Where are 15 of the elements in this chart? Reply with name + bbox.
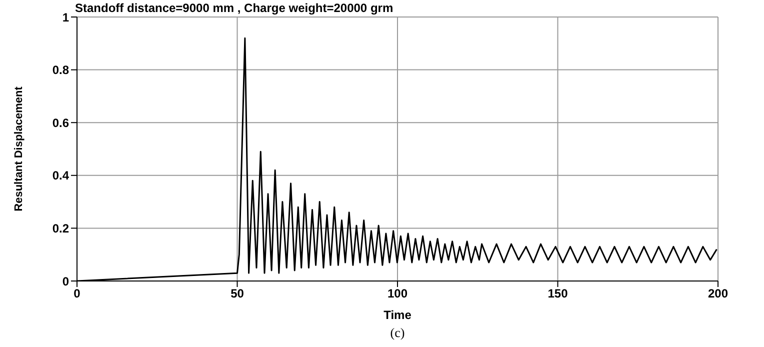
y-tick-label: 0.6 [52, 116, 70, 130]
x-tick-label: 150 [548, 286, 568, 301]
y-tick-label: 0.4 [52, 168, 70, 183]
y-tick-label: 0.8 [52, 63, 70, 78]
text: (c) [390, 325, 405, 340]
y-axis-title: Resultant Displacement [12, 86, 25, 212]
x-tick-label: 0 [74, 286, 81, 301]
chart-title: Standoff distance=9000 mm , Charge weight=20000 grm [75, 1, 394, 15]
y-tick-label: 0 [62, 274, 70, 288]
x-axis-title: Time [384, 308, 412, 322]
x-tick-label: 50 [230, 286, 244, 301]
x-tick-label: 100 [387, 286, 408, 301]
y-tick-label: 0.2 [52, 221, 70, 236]
y-tick-label: 1 [62, 10, 70, 24]
x-tick-label: 200 [708, 286, 728, 301]
